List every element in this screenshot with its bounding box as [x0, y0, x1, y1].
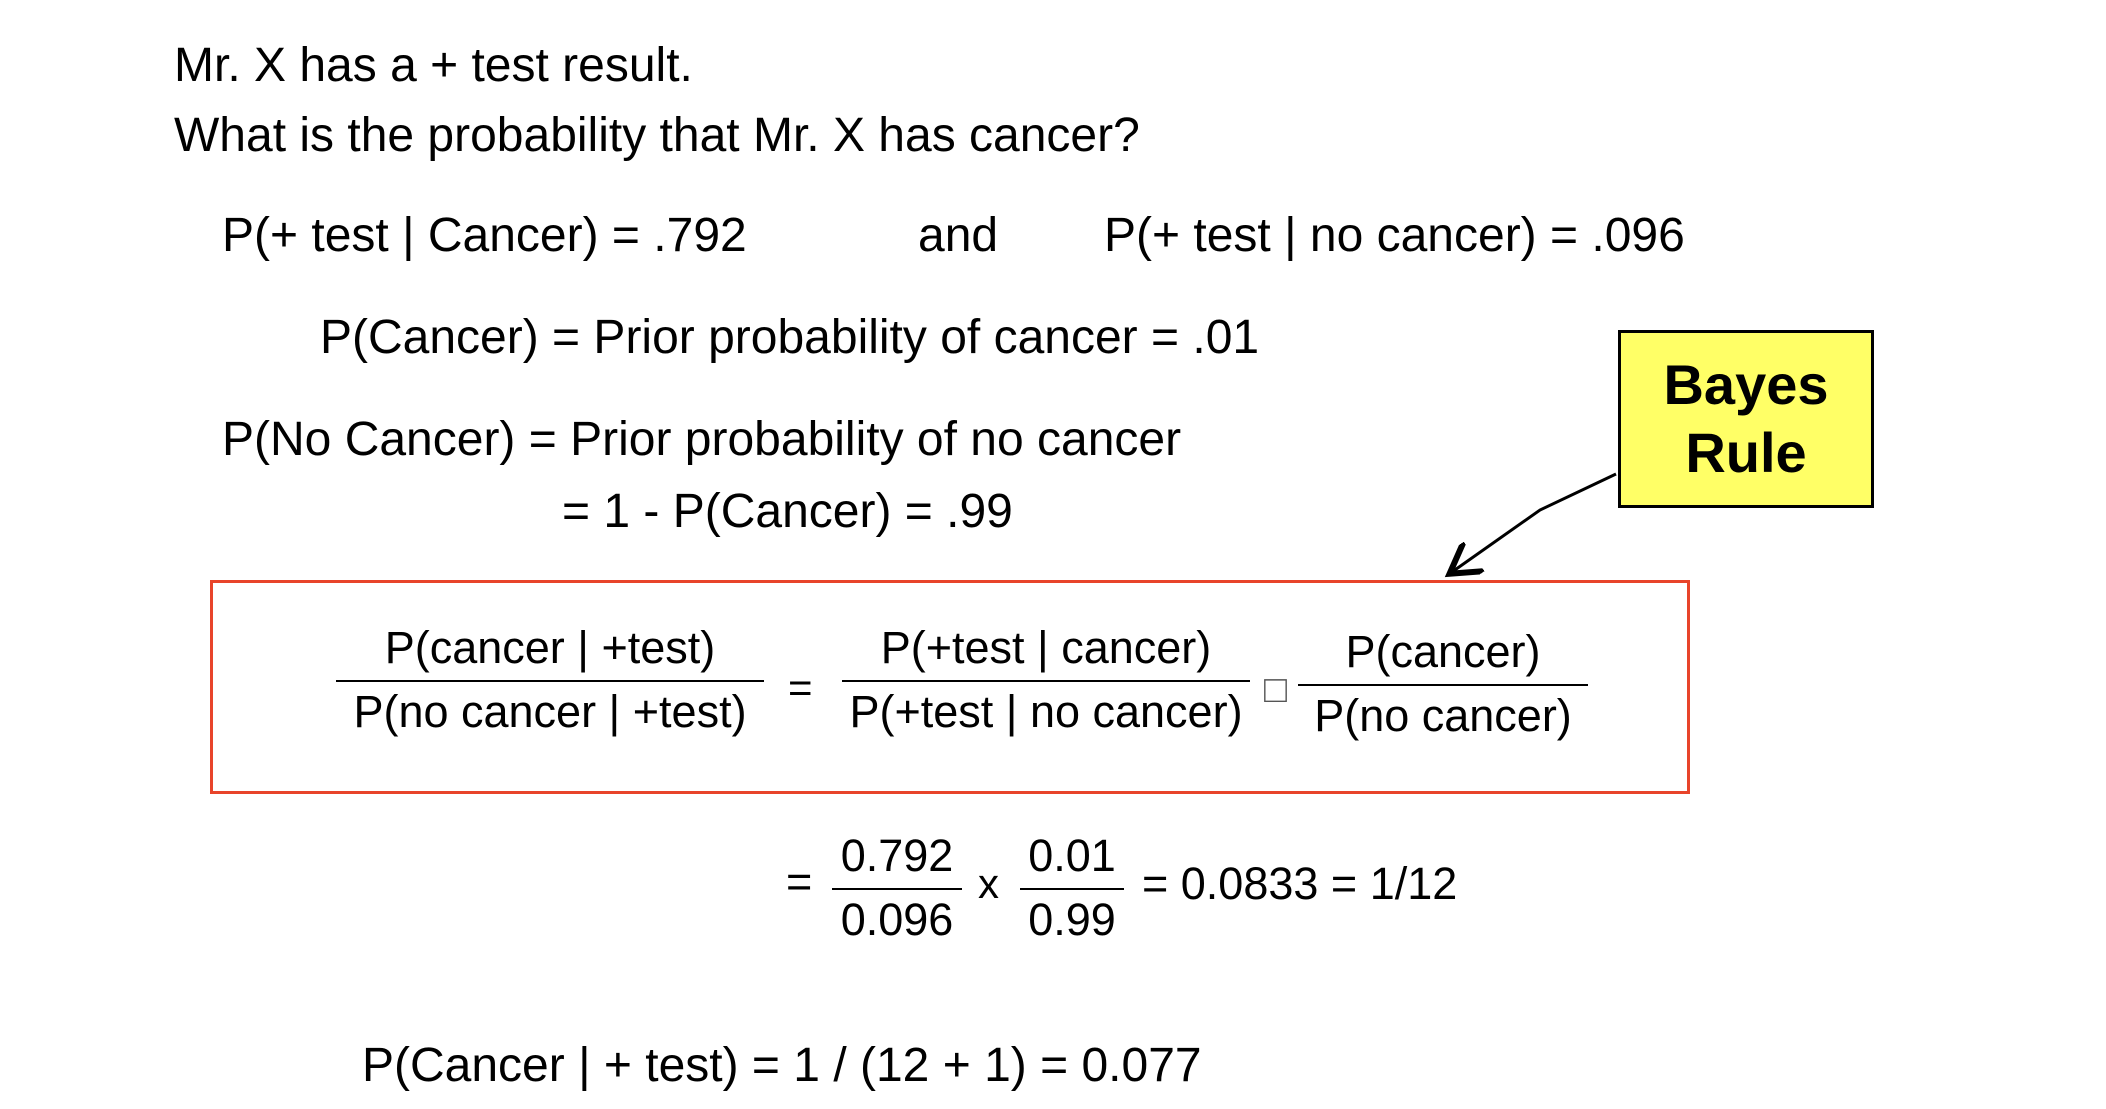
- prior-numerator: 0.01: [1028, 830, 1116, 881]
- fraction-bar: [336, 680, 764, 682]
- computation-times: x: [978, 860, 999, 907]
- posterior-odds-numerator: P(cancer | +test): [384, 622, 716, 673]
- prior-odds-denominator: P(no cancer): [1314, 690, 1572, 741]
- formula-equals: =: [788, 664, 813, 711]
- likelihood-ratio-denominator: P(+test | no cancer): [849, 686, 1243, 737]
- fraction-bar: [832, 888, 962, 890]
- ratio-fraction: 0.792 0.096: [832, 830, 962, 946]
- bayes-formula-box: [210, 580, 1690, 794]
- given-pos-given-cancer: P(+ test | Cancer) = .792: [222, 209, 747, 262]
- prior-denominator: 0.99: [1028, 894, 1116, 945]
- fraction-bar: [842, 680, 1250, 682]
- given-pos-given-no-cancer: P(+ test | no cancer) = .096: [1104, 209, 1685, 262]
- given-prior-no-cancer: P(No Cancer) = Prior probability of no c…: [222, 413, 1182, 466]
- fraction-bar: [1298, 684, 1588, 686]
- given-prior-cancer: P(Cancer) = Prior probability of cancer …: [320, 311, 1260, 364]
- likelihood-ratio-fraction: P(+test | cancer) P(+test | no cancer): [842, 622, 1250, 738]
- prior-odds-numerator: P(cancer): [1345, 626, 1541, 677]
- bayes-rule-callout: Bayes Rule: [1618, 330, 1874, 508]
- prior-fraction: 0.01 0.99: [1020, 830, 1124, 946]
- computation-equals: =: [786, 856, 813, 907]
- posterior-odds-fraction: P(cancer | +test) P(no cancer | +test): [336, 622, 764, 738]
- fraction-bar: [1020, 888, 1124, 890]
- final-posterior: P(Cancer | + test) = 1 / (12 + 1) = 0.07…: [362, 1039, 1202, 1092]
- ratio-denominator: 0.096: [840, 894, 954, 945]
- given-and: and: [918, 209, 999, 262]
- computation-result: = 0.0833 = 1/12: [1142, 858, 1458, 909]
- callout-line-2: Rule: [1685, 421, 1807, 484]
- intro-line-1: Mr. X has a + test result.: [174, 39, 693, 92]
- callout-line-1: Bayes: [1663, 353, 1829, 416]
- prior-odds-fraction: P(cancer) P(no cancer): [1298, 626, 1588, 742]
- given-prior-no-cancer-derivation: = 1 - P(Cancer) = .99: [562, 485, 1013, 538]
- multiply-glyph: □: [1264, 669, 1287, 711]
- intro-line-2: What is the probability that Mr. X has c…: [174, 109, 1140, 162]
- likelihood-ratio-numerator: P(+test | cancer): [880, 622, 1212, 673]
- posterior-odds-denominator: P(no cancer | +test): [353, 686, 747, 737]
- ratio-numerator: 0.792: [840, 830, 954, 881]
